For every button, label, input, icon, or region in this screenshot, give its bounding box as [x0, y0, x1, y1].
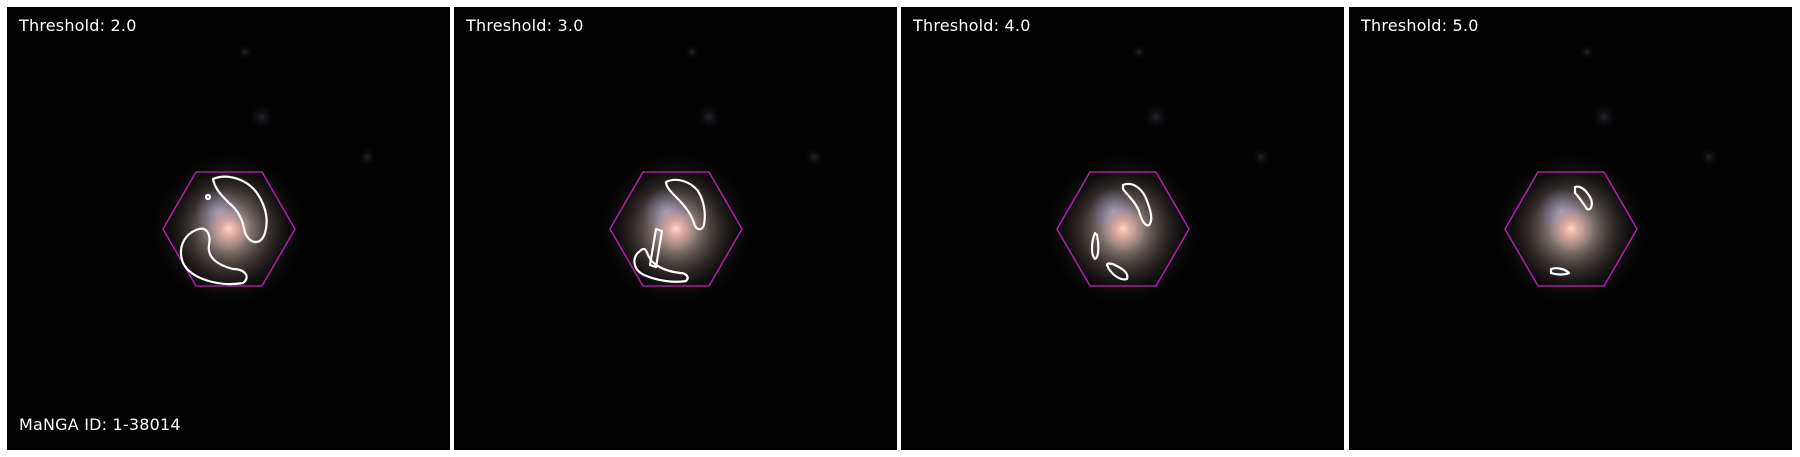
threshold-label: Threshold: 3.0 [466, 16, 584, 35]
threshold-label: Threshold: 5.0 [1361, 16, 1479, 35]
panel-threshold-4: Threshold: 4.0 [901, 7, 1344, 450]
galaxy-image [901, 7, 1344, 450]
ifu-hexagon [162, 171, 296, 287]
galaxy-image [454, 7, 897, 450]
manga-id-label: MaNGA ID: 1-38014 [19, 415, 181, 434]
contour-lines [1549, 185, 1593, 276]
galaxy-image [7, 7, 450, 450]
contour-lines [179, 175, 268, 286]
galaxy-image [1349, 7, 1792, 450]
threshold-label: Threshold: 4.0 [913, 16, 1031, 35]
threshold-label: Threshold: 2.0 [19, 16, 137, 35]
ifu-hexagon [1056, 171, 1190, 287]
ifu-hexagon [1504, 171, 1638, 287]
panel-threshold-5: Threshold: 5.0 [1349, 7, 1792, 450]
contour-lines [633, 178, 706, 283]
contour-lines [1090, 182, 1153, 281]
panel-threshold-3: Threshold: 3.0 [454, 7, 897, 450]
ifu-hexagon [609, 171, 743, 287]
panel-threshold-2: Threshold: 2.0 MaNGA ID: 1-38014 [7, 7, 450, 450]
